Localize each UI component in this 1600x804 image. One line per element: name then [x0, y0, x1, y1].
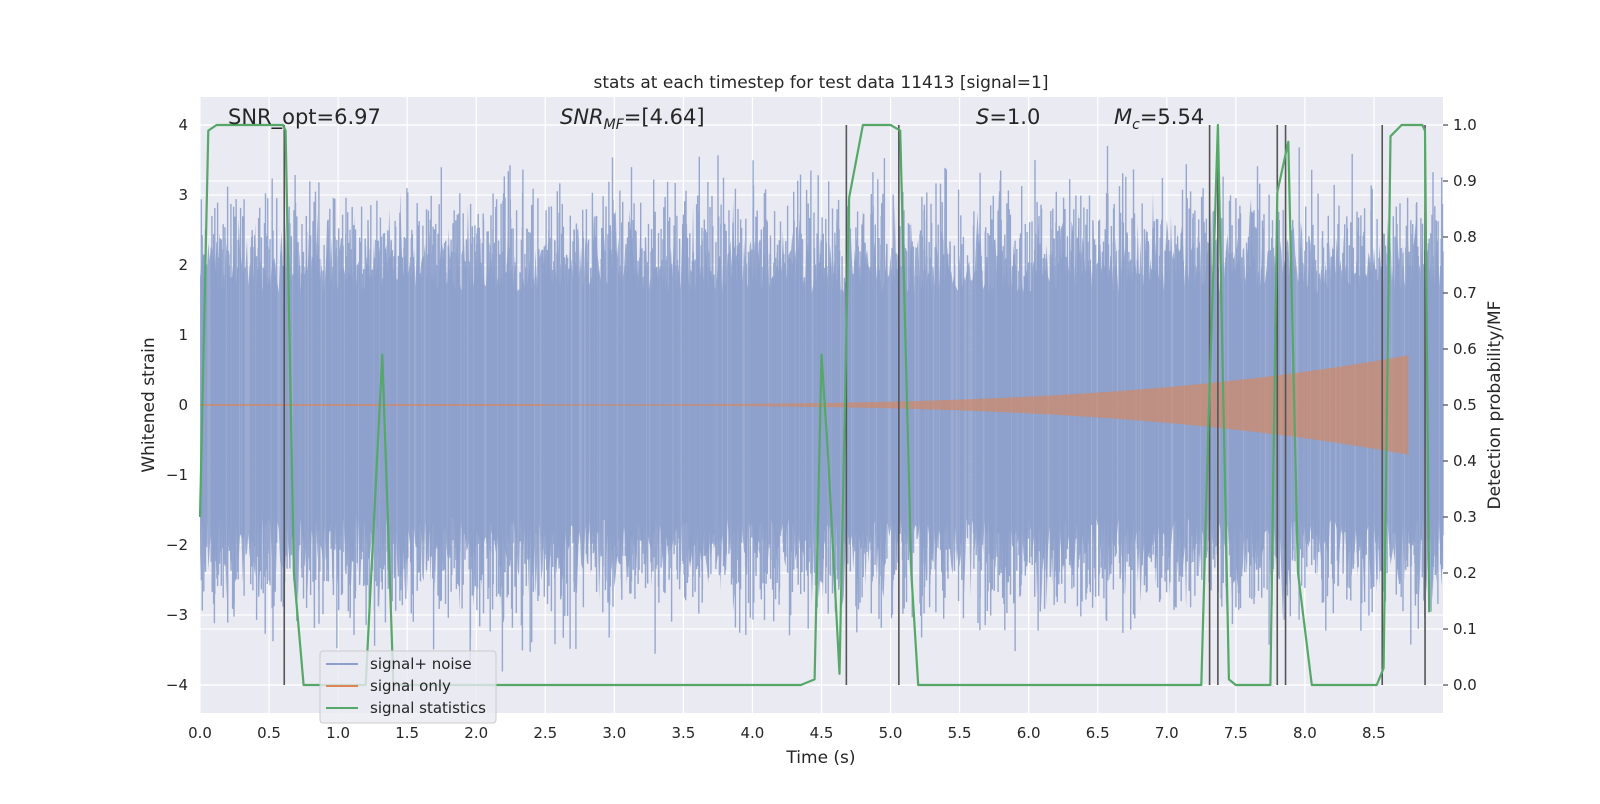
x-tick-label: 1.5 [395, 724, 419, 742]
y-right-tick-label: 0.2 [1453, 564, 1477, 582]
x-tick-label: 4.5 [810, 724, 834, 742]
y-axis-right-label: Detection probability/MF [1485, 301, 1505, 510]
y-left-tick-label: 0 [178, 396, 188, 414]
annotation-mc-symbol: M [1114, 105, 1132, 129]
x-axis-label: Time (s) [785, 748, 855, 768]
x-tick-label: 6.5 [1086, 724, 1110, 742]
x-tick-label: 2.5 [533, 724, 557, 742]
y-right-tick-label: 0.8 [1453, 228, 1477, 246]
y-right-tick-label: 0.5 [1453, 396, 1477, 414]
y-right-tick-label: 0.4 [1453, 452, 1477, 470]
chart-title: stats at each timestep for test data 114… [594, 73, 1049, 93]
y-left-tick-label: 2 [178, 256, 188, 274]
x-tick-label: 0.0 [188, 724, 212, 742]
y-right-tick-label: 1.0 [1453, 116, 1477, 134]
annotation-snr-mf-subscript: MF [604, 117, 625, 133]
y-left-tick-label: −1 [166, 466, 188, 484]
annotation-snr-mf-value: =[4.64] [624, 105, 705, 129]
y-right-tick-label: 0.3 [1453, 508, 1477, 526]
annotation-s-value: =1.0 [989, 105, 1040, 129]
x-tick-label: 6.0 [1017, 724, 1041, 742]
y-right-tick-label: 0.7 [1453, 284, 1477, 302]
annotation-snr-mf: SNRMF=[4.64] [560, 105, 705, 133]
signal-only-chirp [545, 355, 1409, 455]
y-left-tick-label: −3 [166, 606, 188, 624]
x-tick-label: 7.5 [1224, 724, 1248, 742]
y-right-tick-label: 0.9 [1453, 172, 1477, 190]
legend-label-signal-only: signal only [370, 677, 451, 695]
y-right-tick-label: 0.6 [1453, 340, 1477, 358]
legend-label-signal-noise: signal+ noise [370, 655, 472, 673]
annotation-snr-mf-symbol: SNR [560, 105, 604, 129]
x-tick-label: 5.0 [879, 724, 903, 742]
legend: signal+ noise signal only signal statist… [319, 650, 497, 724]
x-tick-label: 0.5 [257, 724, 281, 742]
annotation-mc-subscript: c [1132, 117, 1140, 133]
x-tick-label: 2.0 [464, 724, 488, 742]
annotation-mc-value: =5.54 [1140, 105, 1204, 129]
annotation-snr-opt: SNR_opt=6.97 [228, 105, 381, 130]
y-left-tick-label: −4 [166, 676, 188, 694]
annotation-s-symbol: S [976, 105, 989, 129]
y-right-tick-label: 0.1 [1453, 620, 1477, 638]
y-left-tick-label: 1 [178, 326, 188, 344]
y-left-tick-label: 3 [178, 186, 188, 204]
x-tick-label: 7.0 [1155, 724, 1179, 742]
x-tick-label: 8.0 [1293, 724, 1317, 742]
y-left-tick-label: 4 [178, 116, 188, 134]
series-signal-only [200, 355, 1409, 455]
legend-label-signal-statistics: signal statistics [370, 699, 486, 717]
legend-box [319, 650, 497, 724]
x-tick-label: 1.0 [326, 724, 350, 742]
x-tick-label: 3.0 [602, 724, 626, 742]
annotation-s: S=1.0 [976, 105, 1040, 129]
x-tick-label: 5.5 [948, 724, 972, 742]
y-left-tick-label: −2 [166, 536, 188, 554]
y-axis-left-label: Whitened strain [139, 337, 159, 472]
y-right-tick-label: 0.0 [1453, 676, 1477, 694]
x-tick-label: 4.0 [741, 724, 765, 742]
annotation-mc: Mc=5.54 [1114, 105, 1204, 133]
x-tick-label: 3.5 [671, 724, 695, 742]
axis-ticks: 0.0 0.5 1.0 1.5 2.0 2.5 3.0 3.5 4.0 4.5 5.0 5.5 6.0 6… [166, 116, 1477, 742]
x-tick-label: 8.5 [1362, 724, 1386, 742]
